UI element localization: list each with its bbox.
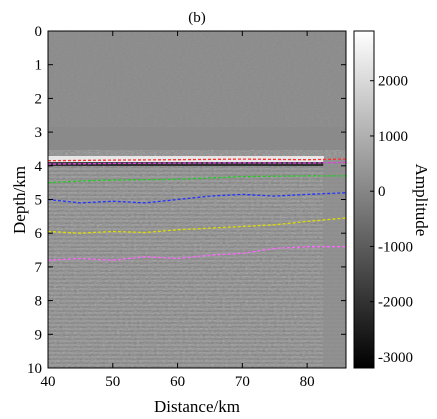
seafloor-dark-band	[48, 162, 324, 166]
horizon-line-5	[48, 217, 346, 234]
colorbar-tick-label: 0	[378, 184, 386, 200]
x-axis-label: Distance/km	[154, 397, 240, 416]
colorbar-ticks: 2000 1000 0 -1000 -2000 -3000	[370, 74, 413, 366]
y-axis-label: Depth/km	[10, 166, 29, 234]
y-tick-label: 5	[35, 193, 43, 209]
right-edge-quiet-zone	[323, 160, 346, 368]
x-tick-label: 40	[41, 374, 56, 390]
colorbar-label: Amplitude	[412, 164, 431, 237]
horizon-lines	[48, 158, 346, 261]
y-tick-label: 4	[35, 159, 43, 175]
seafloor-bright-band	[48, 156, 324, 164]
horizon-line-1	[48, 158, 346, 162]
y-tick-label: 2	[35, 91, 43, 107]
y-tick-label: 1	[35, 58, 43, 74]
horizon-line-6	[48, 246, 346, 261]
y-tick-label: 8	[35, 294, 43, 310]
colorbar-tick-label: -3000	[378, 350, 413, 366]
y-tick-label: 9	[35, 327, 43, 343]
colorbar-tick-label: 2000	[378, 74, 408, 90]
section-texture-noise	[48, 150, 346, 368]
section-texture-upper	[48, 31, 346, 127]
x-tick-label: 80	[300, 374, 315, 390]
colorbar-tick-label: -2000	[378, 295, 413, 311]
colorbar	[353, 30, 375, 369]
y-tick-label: 3	[35, 125, 43, 141]
panel-label: (b)	[188, 10, 206, 26]
x-tick-label: 60	[170, 374, 185, 390]
x-axis-ticks: 40 50 60 70 80	[41, 31, 315, 390]
y-axis-ticks: 0 1 2 3 4 5 6 7 8 9 10	[27, 24, 346, 377]
seismic-section	[48, 31, 346, 368]
horizon-line-3	[48, 175, 346, 184]
y-tick-label: 10	[27, 361, 42, 377]
horizon-line-2	[48, 161, 346, 165]
y-tick-label: 0	[35, 24, 43, 40]
colorbar-tick-label: 1000	[378, 129, 408, 145]
x-tick-label: 70	[235, 374, 250, 390]
y-tick-label: 6	[35, 226, 43, 242]
colorbar-tick-label: -1000	[378, 239, 413, 255]
x-tick-label: 50	[105, 374, 120, 390]
y-tick-label: 7	[35, 260, 43, 276]
horizon-line-4	[48, 192, 346, 204]
